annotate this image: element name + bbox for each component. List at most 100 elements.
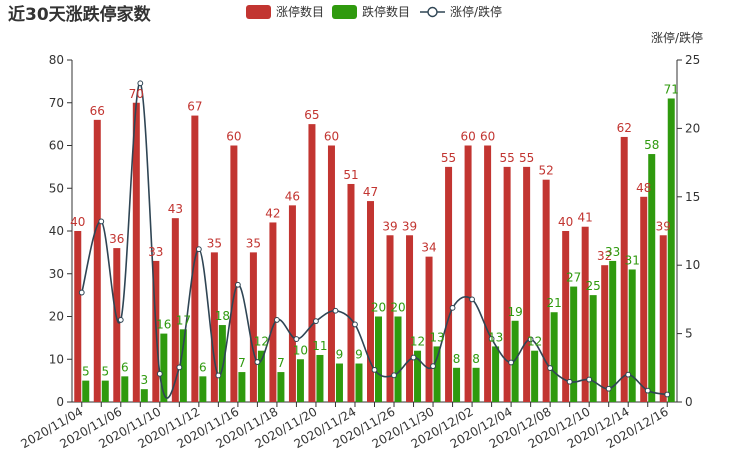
bar-down[interactable]	[316, 354, 324, 402]
bar-down[interactable]	[453, 367, 461, 402]
bar-up[interactable]	[581, 226, 589, 402]
bar-up[interactable]	[445, 166, 453, 402]
ratio-point[interactable]	[274, 317, 280, 323]
bar-down[interactable]	[492, 346, 500, 402]
ratio-point[interactable]	[156, 370, 163, 377]
bar-up[interactable]	[425, 256, 433, 402]
bar-up[interactable]	[308, 124, 316, 402]
ratio-point[interactable]	[430, 363, 436, 370]
bar-up[interactable]	[74, 231, 82, 402]
bar-down[interactable]	[140, 389, 148, 402]
bar-up[interactable]	[484, 145, 492, 403]
ratio-point[interactable]	[313, 318, 319, 325]
bar-up[interactable]	[269, 222, 277, 402]
ratio-point[interactable]	[293, 336, 300, 342]
bar-down[interactable]	[296, 359, 304, 402]
bar-up[interactable]	[347, 183, 355, 402]
ratio-point[interactable]	[625, 371, 632, 378]
bar-down[interactable]	[628, 269, 636, 402]
bar-down[interactable]	[589, 295, 597, 402]
ratio-point[interactable]	[371, 366, 378, 373]
bar-down[interactable]	[648, 154, 656, 402]
ratio-point[interactable]	[664, 391, 671, 398]
ratio-point[interactable]	[234, 281, 241, 288]
bar-up[interactable]	[210, 252, 218, 402]
y2-axis-title: 涨停/跌停	[651, 30, 703, 45]
ratio-point[interactable]	[352, 321, 358, 328]
bar-down[interactable]	[257, 350, 265, 402]
legend-line-label[interactable]: 涨停/跌停	[450, 4, 502, 19]
ratio-point[interactable]	[508, 359, 515, 366]
ratio-point[interactable]	[547, 365, 554, 371]
bar-down[interactable]	[394, 316, 402, 403]
bar-up[interactable]	[503, 166, 511, 402]
bar-down[interactable]	[218, 325, 226, 402]
ratio-point[interactable]	[195, 246, 202, 253]
legend-down-label[interactable]: 跌停数目	[362, 4, 410, 19]
bar-down[interactable]	[531, 350, 539, 402]
ratio-point[interactable]	[254, 359, 261, 365]
ratio-point[interactable]	[527, 336, 534, 343]
ratio-point[interactable]	[215, 372, 222, 379]
bar-up[interactable]	[367, 201, 374, 402]
ratio-point[interactable]	[117, 317, 124, 323]
bar-down[interactable]	[609, 260, 617, 402]
ratio-point[interactable]	[98, 218, 105, 225]
bar-down[interactable]	[82, 380, 90, 402]
bar-up[interactable]	[249, 252, 257, 402]
bar-up[interactable]	[327, 145, 335, 403]
bar-up[interactable]	[601, 265, 609, 402]
bar-up[interactable]	[288, 205, 296, 402]
ratio-point[interactable]	[410, 354, 417, 361]
bar-down[interactable]	[238, 372, 246, 402]
bar-down[interactable]	[277, 372, 285, 402]
ratio-point[interactable]	[644, 387, 651, 394]
ratio-point[interactable]	[488, 335, 495, 342]
bar-down[interactable]	[570, 286, 578, 402]
ratio-point[interactable]	[469, 296, 475, 303]
bar-down[interactable]	[667, 98, 675, 402]
bar-up[interactable]	[464, 145, 472, 403]
bar-down[interactable]	[472, 367, 480, 402]
bar-down[interactable]	[199, 376, 207, 402]
bar-up[interactable]	[523, 166, 531, 402]
legend-up-label[interactable]: 涨停数目	[276, 4, 324, 19]
bar-up[interactable]	[113, 248, 121, 402]
bar-up[interactable]	[542, 179, 550, 402]
bar-down[interactable]	[414, 350, 422, 402]
bar-down[interactable]	[355, 363, 363, 402]
bar-down[interactable]	[511, 320, 519, 402]
bar-down[interactable]	[160, 333, 168, 402]
bar-down[interactable]	[101, 380, 109, 402]
ratio-point[interactable]	[391, 372, 397, 379]
bar-up[interactable]	[659, 235, 667, 402]
bar-up[interactable]	[386, 235, 394, 402]
ratio-point[interactable]	[332, 307, 339, 314]
bar-down[interactable]	[375, 316, 382, 403]
ratio-point[interactable]	[605, 385, 612, 392]
ratio-point[interactable]	[566, 378, 573, 385]
bar-down[interactable]	[121, 376, 129, 402]
legend-line-marker[interactable]	[427, 6, 438, 18]
bar-up[interactable]	[640, 196, 648, 402]
bar-up[interactable]	[171, 218, 179, 402]
bar-up[interactable]	[230, 145, 238, 403]
bar-up[interactable]	[620, 136, 628, 402]
bar-down[interactable]	[433, 346, 441, 402]
ratio-point[interactable]	[137, 80, 144, 87]
bar-down[interactable]	[335, 363, 343, 402]
ratio-point[interactable]	[586, 376, 593, 383]
bar-down[interactable]	[550, 312, 558, 402]
bar-up-label: 40	[70, 215, 85, 229]
ratio-line[interactable]	[81, 82, 668, 399]
bar-down[interactable]	[179, 329, 187, 402]
bar-up[interactable]	[562, 231, 570, 402]
legend-down-swatch[interactable]	[332, 5, 357, 19]
bar-up[interactable]	[132, 102, 140, 402]
ratio-point[interactable]	[449, 304, 456, 311]
legend-up-swatch[interactable]	[246, 5, 271, 19]
bar-up[interactable]	[406, 235, 414, 402]
ratio-point[interactable]	[176, 364, 183, 371]
bar-up[interactable]	[93, 119, 101, 402]
ratio-point[interactable]	[78, 289, 85, 296]
